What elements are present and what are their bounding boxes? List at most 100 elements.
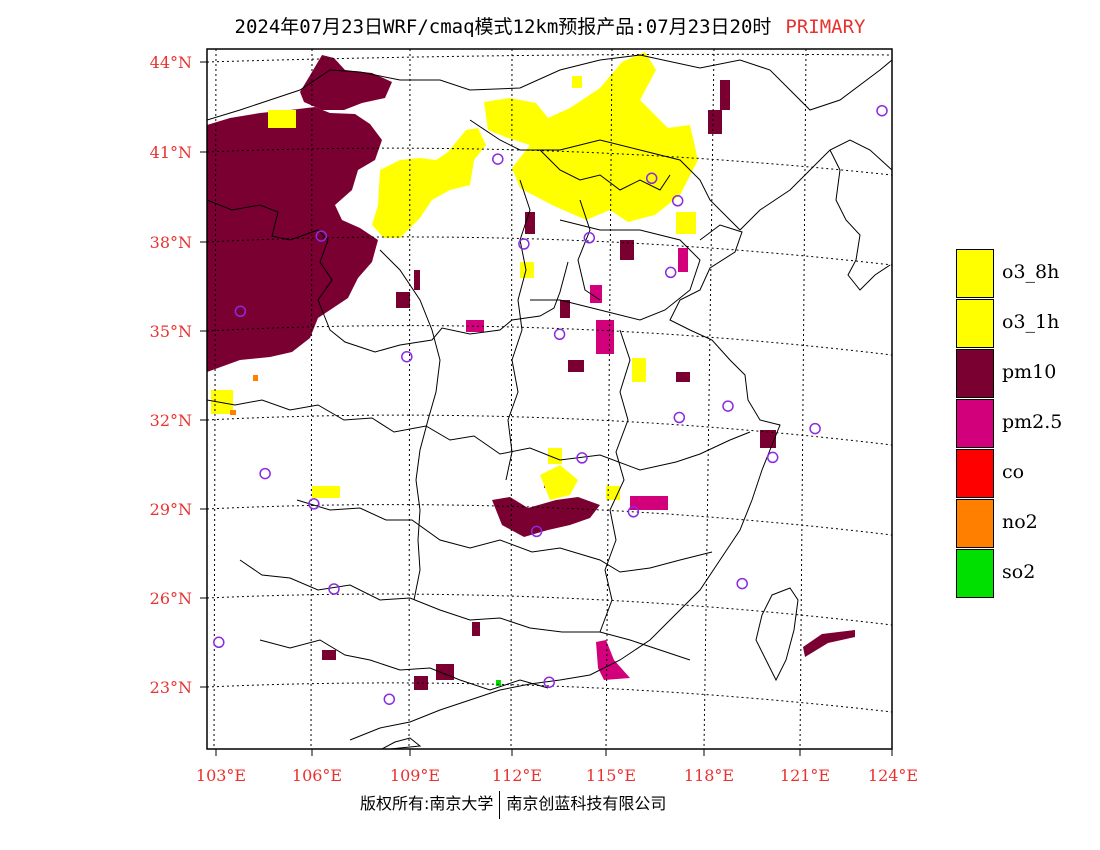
korea-outline <box>829 149 891 291</box>
boundary-lines <box>207 54 892 749</box>
city-marker <box>213 636 225 649</box>
legend-label: o3_1h <box>1002 311 1060 333</box>
title-main: 2024年07月23日WRF/cmaq模式12km预报产品:07月23日20时 <box>234 16 772 38</box>
city-marker <box>645 172 658 185</box>
legend-swatch <box>956 349 994 398</box>
pm10-central-patch <box>492 497 600 537</box>
coastline-northeast <box>739 139 892 231</box>
lon-label-109: 109°E <box>390 766 440 785</box>
province-line-2 <box>296 499 713 573</box>
legend-label: co <box>1002 461 1025 483</box>
city-markers <box>170 104 888 705</box>
city-marker <box>315 230 328 242</box>
lat-label-35: 35°N <box>150 322 192 341</box>
country-border-west <box>207 199 569 353</box>
legend-swatch <box>956 499 994 548</box>
city-marker <box>308 498 320 510</box>
lat-label-38: 38°N <box>150 233 192 252</box>
o3-area-layer <box>211 52 698 500</box>
city-marker <box>627 506 640 518</box>
legend-label: so2 <box>1002 561 1036 583</box>
lon-label-115: 115°E <box>586 766 636 785</box>
legend-label: no2 <box>1002 511 1038 533</box>
copyright-footer: 版权所有:南京大学 南京创蓝科技有限公司 <box>360 790 666 819</box>
legend-swatch <box>956 249 994 298</box>
city-marker <box>671 195 684 207</box>
pm10-area-layer <box>207 55 855 690</box>
city-marker <box>259 467 271 480</box>
legend-label: o3_8h <box>1002 261 1060 283</box>
graticule <box>207 49 892 749</box>
lon-label-124: 124°E <box>868 766 918 785</box>
city-marker <box>809 422 821 435</box>
province-line-9 <box>469 119 741 231</box>
lat-label-41: 41°N <box>150 143 192 162</box>
footer-separator <box>499 790 501 819</box>
city-marker <box>766 451 779 464</box>
no2-spot-2 <box>230 410 236 415</box>
lat-label-23: 23°N <box>150 678 192 697</box>
no2-spot <box>253 375 258 381</box>
city-marker <box>383 693 396 705</box>
lat-label-44: 44°N <box>150 53 192 72</box>
o3-west-belt <box>372 128 486 238</box>
city-marker <box>492 153 504 165</box>
lat-label-29: 29°N <box>150 500 192 519</box>
axis-ticks <box>200 61 893 756</box>
city-marker <box>553 328 566 341</box>
lon-label-118: 118°E <box>684 766 734 785</box>
mongolia-border <box>207 54 892 121</box>
legend-label: pm10 <box>1002 361 1057 383</box>
city-marker <box>583 232 596 244</box>
city-marker <box>576 452 588 464</box>
lon-label-112: 112°E <box>492 766 542 785</box>
coastline-east <box>349 224 781 741</box>
legend-swatch <box>956 549 994 598</box>
so2-spot <box>496 680 501 686</box>
province-line-1 <box>207 399 751 471</box>
legend-swatch <box>956 399 994 448</box>
copyright-right: 南京创蓝科技有限公司 <box>506 794 667 813</box>
city-marker <box>673 411 686 424</box>
taiwan-outline <box>755 587 799 682</box>
hainan-outline <box>380 737 422 749</box>
city-marker <box>543 676 555 688</box>
inner-line-hebei <box>577 199 601 301</box>
lon-label-103: 103°E <box>196 766 246 785</box>
inner-line-north <box>539 149 671 191</box>
pm25-south-patch <box>596 640 630 680</box>
province-line-8 <box>530 219 701 321</box>
province-line-6 <box>505 179 531 481</box>
title-primary-tag: PRIMARY <box>785 16 866 38</box>
city-marker <box>530 525 543 538</box>
map-frame <box>206 48 893 750</box>
city-marker <box>234 305 247 318</box>
map-title: 2024年07月23日WRF/cmaq模式12km预报产品:07月23日20时 P… <box>0 12 1100 39</box>
city-marker <box>518 238 530 250</box>
city-marker <box>664 266 677 279</box>
minor-species-layer <box>230 375 501 686</box>
pm10-taiwan-east-patch <box>803 630 855 657</box>
o3-central-patch <box>540 465 578 500</box>
pm10-north-patch <box>300 55 392 110</box>
copyright-left: 版权所有:南京大学 <box>360 794 494 813</box>
legend-label: pm2.5 <box>1002 411 1063 433</box>
province-line-5 <box>379 249 441 601</box>
city-marker <box>328 583 340 595</box>
lon-label-121: 121°E <box>780 766 830 785</box>
lat-label-26: 26°N <box>150 589 192 608</box>
city-marker <box>876 104 888 117</box>
o3-north-belt <box>484 52 698 222</box>
legend-swatch <box>956 449 994 498</box>
city-marker <box>401 350 413 363</box>
city-marker <box>170 295 180 305</box>
province-line-4 <box>259 639 549 691</box>
legend-swatch <box>956 299 994 348</box>
lon-label-106: 106°E <box>292 766 342 785</box>
lat-label-32: 32°N <box>150 411 192 430</box>
province-line-3 <box>239 559 691 661</box>
pm25-area-layer <box>466 186 688 680</box>
pm10-west-region <box>207 107 382 372</box>
city-marker <box>722 400 734 412</box>
